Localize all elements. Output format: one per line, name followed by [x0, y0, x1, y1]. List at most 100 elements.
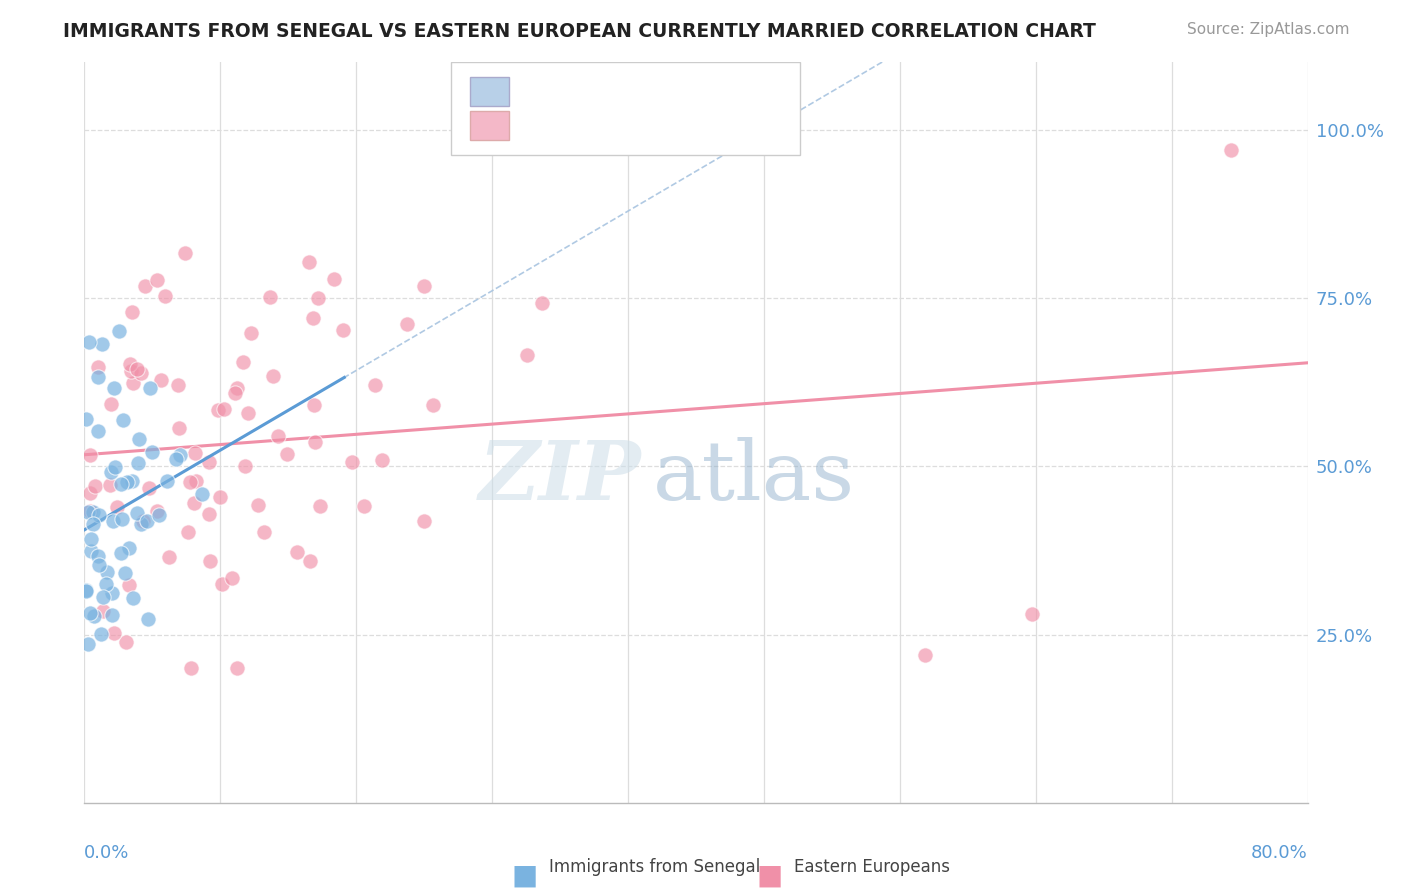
Point	[157, 549, 180, 564]
Point	[132, 514, 155, 528]
Point	[413, 514, 436, 528]
Point	[135, 514, 157, 528]
Point	[190, 487, 212, 501]
Point	[299, 554, 322, 568]
Point	[207, 402, 229, 417]
Point	[93, 590, 115, 604]
Point	[322, 272, 344, 286]
Point	[148, 508, 170, 523]
Text: IMMIGRANTS FROM SENEGAL VS EASTERN EUROPEAN CURRENTLY MARRIED CORRELATION CHART: IMMIGRANTS FROM SENEGAL VS EASTERN EUROP…	[63, 22, 1097, 41]
Point	[138, 481, 160, 495]
Point	[530, 296, 553, 310]
Point	[100, 465, 122, 479]
Point	[914, 648, 936, 662]
Point	[75, 583, 97, 598]
Point	[84, 479, 107, 493]
Point	[153, 289, 176, 303]
FancyBboxPatch shape	[470, 112, 509, 140]
Point	[91, 604, 114, 618]
Point	[128, 432, 150, 446]
Text: N =: N =	[628, 120, 681, 138]
Point	[90, 627, 112, 641]
Point	[120, 364, 142, 378]
Text: atlas: atlas	[654, 437, 855, 517]
Point	[165, 451, 187, 466]
Text: Source: ZipAtlas.com: Source: ZipAtlas.com	[1187, 22, 1350, 37]
Point	[79, 606, 101, 620]
Point	[247, 499, 270, 513]
Text: ZIP: ZIP	[478, 437, 641, 517]
Point	[117, 541, 139, 556]
Point	[86, 424, 108, 438]
Point	[101, 586, 124, 600]
Point	[285, 545, 308, 559]
Point	[225, 381, 247, 395]
Point	[232, 355, 254, 369]
Point	[122, 591, 145, 605]
Point	[224, 385, 246, 400]
Point	[353, 500, 375, 514]
Point	[110, 546, 132, 560]
Point	[94, 576, 117, 591]
Point	[183, 446, 205, 460]
Point	[98, 478, 121, 492]
Point	[121, 475, 143, 489]
Point	[422, 398, 444, 412]
Point	[169, 448, 191, 462]
Point	[371, 453, 394, 467]
Text: N =: N =	[628, 87, 681, 104]
Point	[340, 455, 363, 469]
Point	[298, 254, 321, 268]
Point	[200, 554, 222, 568]
Point	[395, 317, 418, 331]
Point	[1021, 607, 1043, 622]
Point	[150, 372, 173, 386]
Point	[141, 444, 163, 458]
Point	[259, 290, 281, 304]
Point	[77, 505, 100, 519]
Point	[276, 447, 298, 461]
Point	[100, 397, 122, 411]
Point	[79, 486, 101, 500]
Point	[80, 543, 103, 558]
Point	[77, 637, 100, 651]
Point	[304, 398, 326, 412]
Point	[87, 360, 110, 375]
Text: Immigrants from Senegal: Immigrants from Senegal	[550, 858, 761, 876]
Text: 80.0%: 80.0%	[1251, 844, 1308, 862]
Point	[262, 368, 284, 383]
Point	[89, 558, 111, 573]
Point	[516, 348, 538, 362]
Text: 0.202: 0.202	[564, 120, 620, 138]
Point	[180, 661, 202, 675]
Point	[101, 608, 124, 623]
Point	[103, 381, 125, 395]
Point	[87, 508, 110, 523]
Point	[177, 524, 200, 539]
Point	[167, 378, 190, 392]
Point	[412, 279, 434, 293]
Point	[173, 245, 195, 260]
Point	[115, 475, 138, 489]
Point	[82, 516, 104, 531]
Point	[233, 458, 256, 473]
Point	[221, 571, 243, 585]
Point	[83, 609, 105, 624]
Point	[103, 626, 125, 640]
Point	[91, 337, 114, 351]
Point	[1220, 143, 1243, 157]
Point	[309, 499, 332, 513]
Point	[208, 490, 231, 504]
Point	[301, 310, 323, 325]
Text: Eastern Europeans: Eastern Europeans	[794, 858, 950, 876]
Point	[240, 326, 263, 340]
Point	[146, 273, 169, 287]
Point	[211, 577, 233, 591]
Point	[307, 291, 329, 305]
Point	[111, 512, 134, 526]
Point	[79, 504, 101, 518]
Point	[79, 448, 101, 462]
Point	[226, 661, 249, 675]
Point	[364, 378, 387, 392]
Point	[138, 612, 160, 626]
